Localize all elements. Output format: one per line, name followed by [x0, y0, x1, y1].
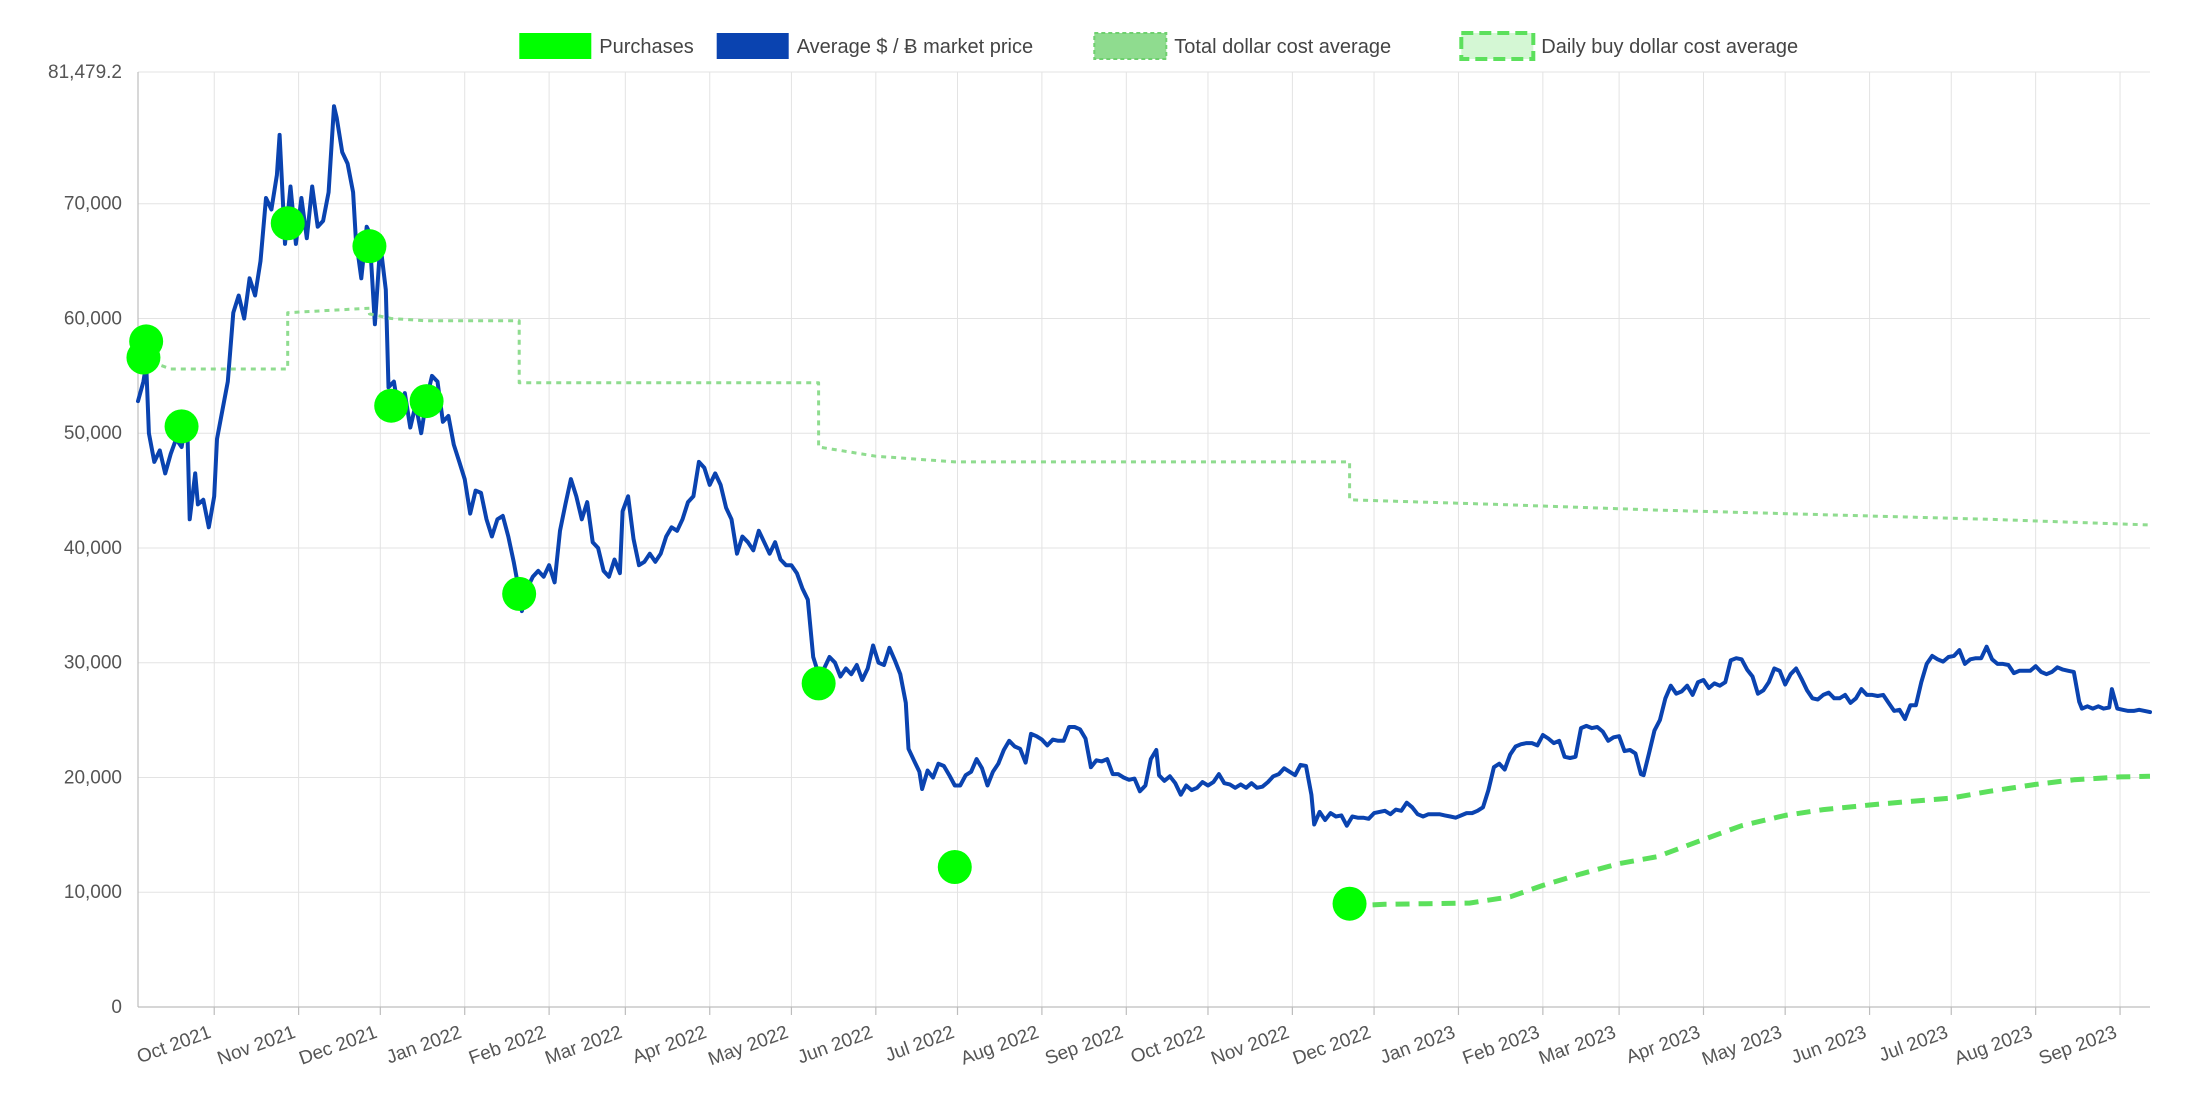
- purchase-point: [1332, 886, 1367, 921]
- x-tick-label: Jan 2023: [1378, 1022, 1459, 1068]
- x-tick-label: Sep 2022: [1042, 1022, 1126, 1070]
- x-tick-label: Aug 2023: [1952, 1022, 2036, 1070]
- x-tick-label: Oct 2021: [134, 1022, 214, 1068]
- purchase-point: [801, 666, 836, 701]
- x-tick-label: Jan 2022: [384, 1022, 465, 1068]
- x-tick-label: Mar 2023: [1536, 1022, 1619, 1069]
- market-price-line: [136, 104, 2152, 828]
- purchase-point: [270, 206, 305, 241]
- y-tick-label: 60,000: [64, 308, 122, 329]
- x-tick-label: Apr 2022: [630, 1022, 710, 1068]
- legend-total-dca-swatch: [1093, 32, 1168, 60]
- x-tick-label: Nov 2022: [1208, 1022, 1292, 1070]
- x-tick-label: Feb 2023: [1460, 1022, 1543, 1069]
- grid-layer: [138, 71, 2150, 1008]
- legend-daily-dca-swatch: [1459, 31, 1536, 61]
- x-tick-label: Jul 2022: [883, 1022, 958, 1066]
- legend-purchases-label: Purchases: [599, 36, 694, 58]
- legend-market-price-label: Average $ / Ƀ market price: [797, 36, 1033, 58]
- purchase-point: [937, 850, 972, 885]
- x-tick-label: Jun 2022: [795, 1022, 876, 1068]
- legend-total-dca-label: Total dollar cost average: [1174, 36, 1391, 58]
- x-tick-label: May 2023: [1699, 1022, 1785, 1070]
- purchase-point: [374, 388, 409, 423]
- axis-layer: 0 10,000 20,000 30,000 40,000 50,000 60,000 70,…: [48, 62, 2150, 1070]
- x-tick-label: Aug 2022: [958, 1022, 1042, 1070]
- y-tick-label: 0: [111, 997, 122, 1018]
- y-tick-label: 50,000: [64, 423, 122, 444]
- total-dca-line: [138, 306, 2151, 527]
- x-tick-label: Nov 2021: [215, 1022, 299, 1070]
- y-tick-label: 30,000: [64, 653, 122, 674]
- purchase-points-layer: [126, 206, 1367, 921]
- series-layer: [136, 104, 2152, 909]
- legend-market-price-swatch: [716, 33, 789, 59]
- x-tick-label: Dec 2022: [1290, 1022, 1374, 1070]
- purchase-point: [352, 229, 387, 264]
- legend: Purchases Average $ / Ƀ market price Total…: [519, 31, 1798, 61]
- y-tick-label: 20,000: [64, 767, 122, 788]
- x-tick-label: Oct 2022: [1128, 1022, 1208, 1068]
- x-tick-label: May 2022: [706, 1022, 792, 1070]
- y-tick-label: 40,000: [64, 538, 122, 559]
- daily-dca-line: [1349, 773, 2151, 909]
- y-tick-label: 70,000: [64, 194, 122, 215]
- purchase-point: [409, 384, 444, 419]
- x-tick-label: Jul 2023: [1876, 1022, 1951, 1066]
- x-tick-label: Mar 2022: [542, 1022, 625, 1069]
- y-tick-label: 81,479.2: [48, 62, 122, 83]
- purchase-point: [164, 409, 199, 444]
- y-tick-label: 10,000: [64, 882, 122, 903]
- legend-daily-dca-label: Daily buy dollar cost average: [1541, 36, 1798, 58]
- x-tick-label: Jun 2023: [1789, 1022, 1870, 1068]
- x-tick-label: Dec 2021: [296, 1022, 380, 1070]
- x-tick-label: Sep 2023: [2036, 1022, 2120, 1070]
- x-tick-label: Feb 2022: [466, 1022, 549, 1069]
- x-tick-label: Apr 2023: [1624, 1022, 1704, 1068]
- legend-purchases-swatch: [519, 33, 592, 59]
- purchase-point: [129, 324, 164, 359]
- purchase-point: [502, 576, 537, 611]
